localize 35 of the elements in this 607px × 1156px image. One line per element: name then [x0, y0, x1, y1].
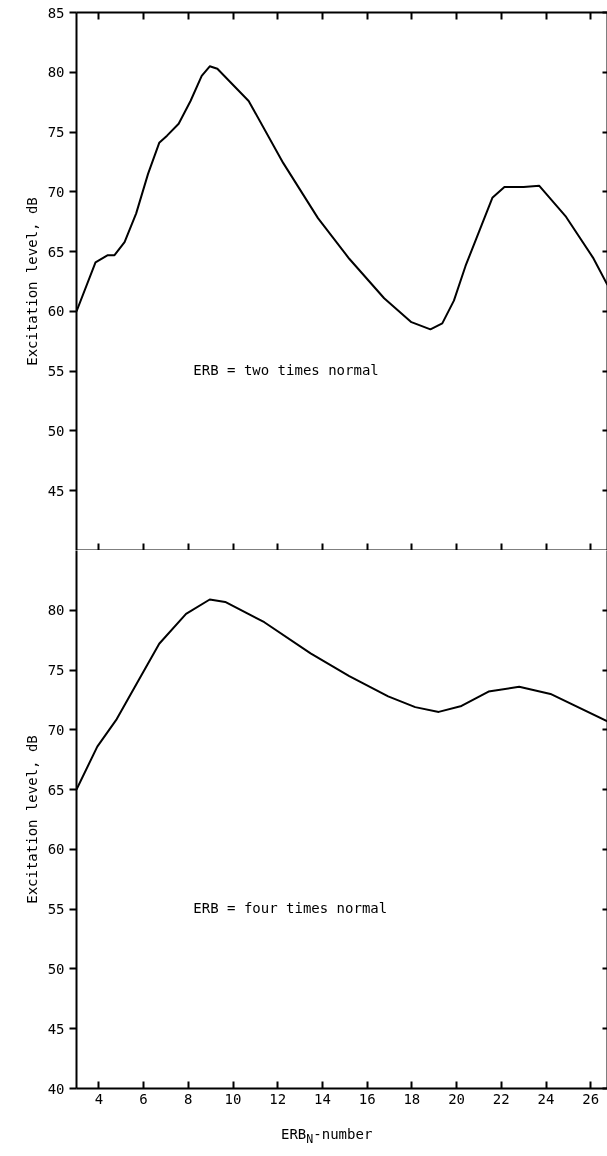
y-tick-label: 45: [47, 482, 65, 499]
x-tick-label: 24: [537, 1090, 555, 1107]
x-tick-label: 18: [403, 1090, 421, 1107]
y-tick-label: 60: [47, 303, 65, 320]
y-tick-label: 65: [47, 243, 65, 260]
x-tick-label: 20: [448, 1090, 466, 1107]
y-tick-label: 80: [47, 602, 65, 619]
y-tick-label: 55: [47, 363, 65, 380]
y-tick-label: 70: [47, 183, 65, 200]
annotation: ERB = two times normal: [193, 362, 379, 379]
x-tick-label: 8: [184, 1090, 193, 1107]
y-tick-label: 60: [47, 841, 65, 858]
x-tick-label: 6: [139, 1090, 148, 1107]
x-tick-label: 16: [358, 1090, 376, 1107]
x-axis-title: ERB$_{N}$-number: [281, 1125, 373, 1148]
y-axis-title: Excitation level, dB: [23, 735, 40, 904]
y-tick-label: 65: [47, 781, 65, 798]
x-tick-label: 14: [314, 1090, 331, 1107]
x-tick-label: 12: [269, 1090, 287, 1107]
y-tick-label: 85: [47, 4, 65, 21]
y-axis-title: Excitation level, dB: [23, 197, 40, 366]
y-tick-label: 70: [47, 721, 65, 738]
x-tick-label: 4: [94, 1090, 104, 1107]
annotation: ERB = four times normal: [193, 900, 388, 917]
y-tick-label: 50: [47, 422, 65, 439]
y-tick-label: 55: [47, 901, 65, 918]
y-tick-label: 75: [47, 124, 65, 141]
y-tick-label: 80: [47, 64, 65, 81]
x-tick-label: 26: [582, 1090, 600, 1107]
y-tick-label: 75: [47, 662, 65, 679]
x-tick-label: 22: [492, 1090, 510, 1107]
y-tick-label: 50: [47, 960, 65, 977]
y-tick-label: 40: [47, 1080, 65, 1097]
y-tick-label: 45: [47, 1020, 65, 1037]
x-tick-label: 10: [224, 1090, 242, 1107]
